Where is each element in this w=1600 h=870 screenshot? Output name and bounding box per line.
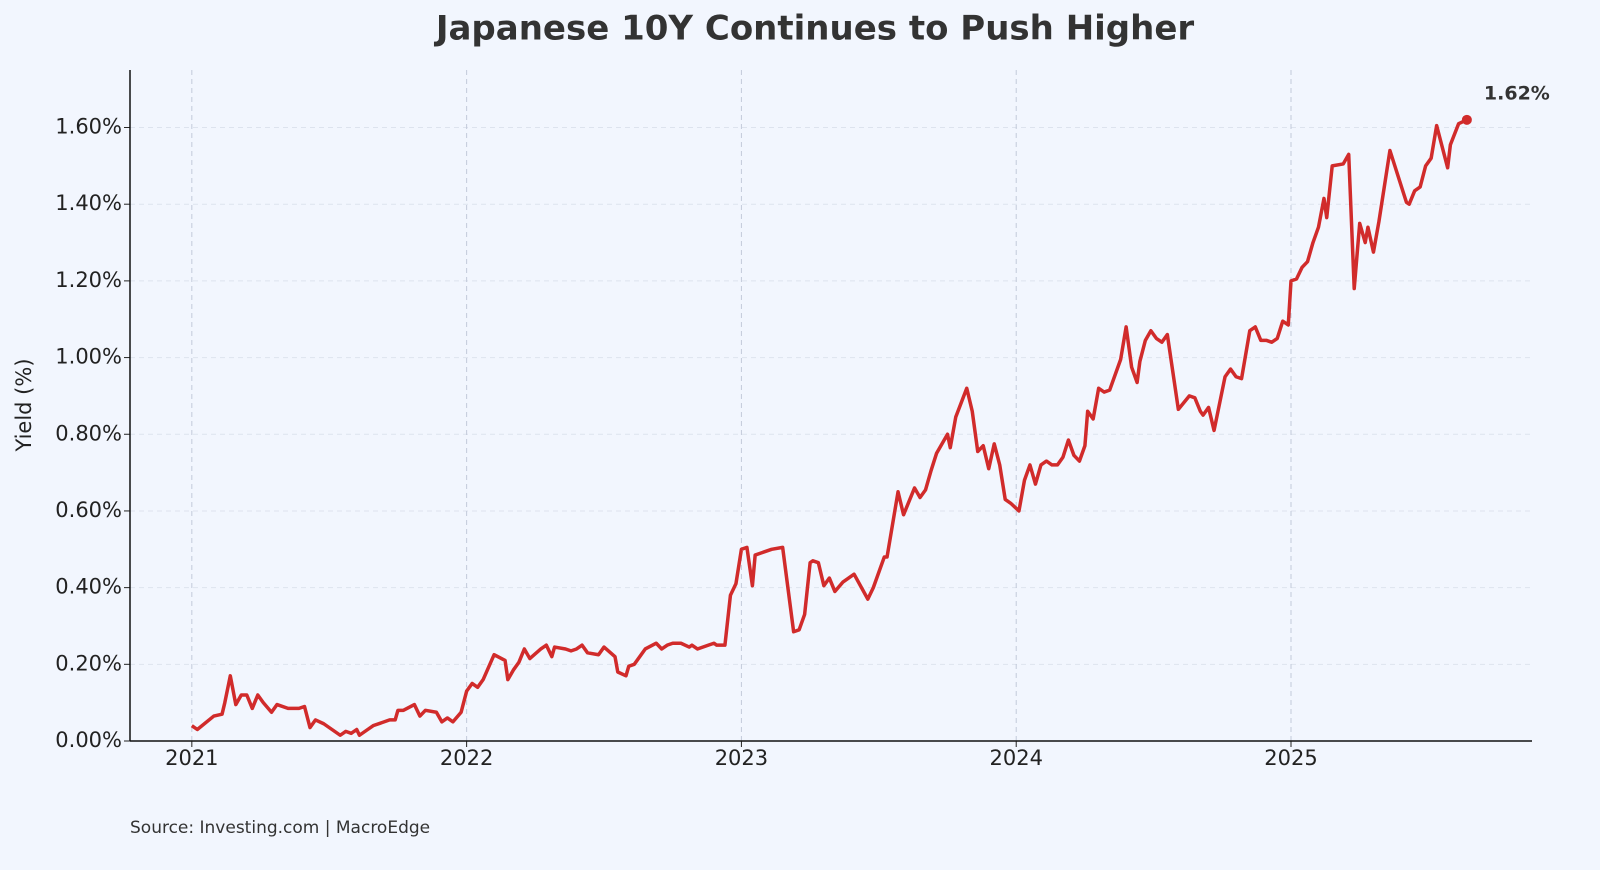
source-note: Source: Investing.com | MacroEdge [130, 818, 430, 838]
y-tick-label: 1.60% [55, 115, 122, 139]
x-tick-label: 2022 [440, 746, 493, 770]
annotation: 1.62% [1484, 82, 1550, 104]
y-tick-label: 0.20% [55, 651, 122, 675]
y-tick-label: 1.20% [55, 268, 122, 292]
y-tick-label: 0.60% [55, 498, 122, 522]
x-tick-label: 2023 [715, 746, 768, 770]
chart-title: Japanese 10Y Continues to Push Higher [434, 9, 1195, 49]
y-tick-label: 0.00% [55, 728, 122, 752]
last-point [1461, 114, 1472, 125]
y-tick-label: 1.40% [55, 191, 122, 215]
y-axis-label: Yield (%) [12, 358, 36, 452]
x-tick-label: 2025 [1264, 746, 1317, 770]
y-tick-label: 0.40% [55, 575, 122, 599]
line-series [190, 118, 1468, 737]
x-tick-label: 2021 [165, 746, 218, 770]
y-tick-label: 0.80% [55, 421, 122, 445]
x-tick-label: 2024 [989, 746, 1042, 770]
y-tick-label: 1.00% [55, 345, 122, 369]
